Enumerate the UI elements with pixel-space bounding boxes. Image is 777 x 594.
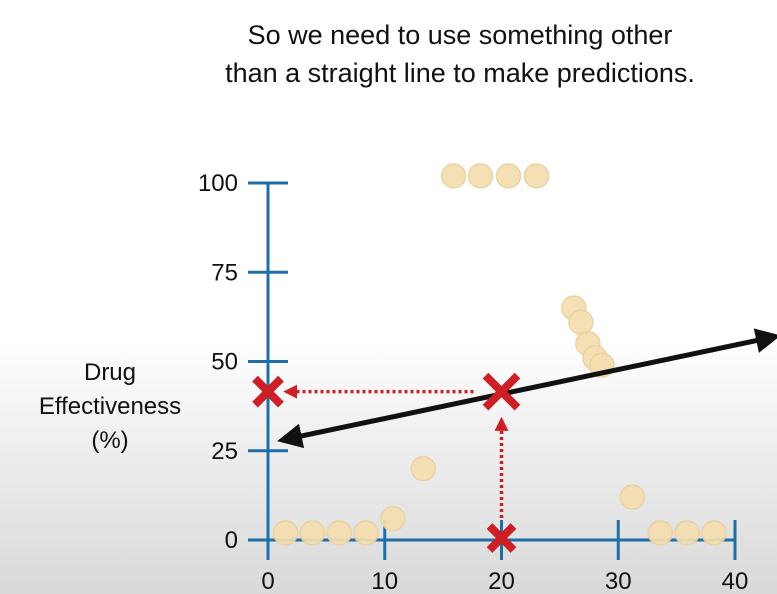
data-point xyxy=(674,520,700,546)
y-tick-label: 75 xyxy=(211,259,238,286)
prediction-x-marker xyxy=(482,372,521,411)
data-point xyxy=(647,520,674,546)
prediction-x-marker-stroke-b xyxy=(482,372,521,411)
data-point xyxy=(410,455,437,482)
data-point xyxy=(353,520,379,546)
y-axis-label-line-2: Effectiveness xyxy=(38,393,182,420)
data-point xyxy=(380,505,406,532)
y-axis-label: Drug Effectiveness (%) xyxy=(10,356,210,458)
output-x-marker-stroke-b xyxy=(252,375,284,408)
output-x-marker xyxy=(252,375,284,408)
data-point xyxy=(467,163,494,189)
data-points xyxy=(272,163,727,546)
data-point xyxy=(495,163,522,189)
fit-line-group xyxy=(277,328,777,449)
data-point xyxy=(272,520,299,546)
fit-line xyxy=(277,328,777,449)
y-tick-label: 100 xyxy=(198,170,238,197)
y-tick-label: 25 xyxy=(211,438,238,465)
y-tick-label: 50 xyxy=(211,349,238,376)
prediction-group xyxy=(252,372,521,553)
input-x-marker-stroke-b xyxy=(486,523,517,553)
x-tick-label: 30 xyxy=(605,568,632,594)
data-point xyxy=(523,163,550,189)
title-line-1: So we need to use something other xyxy=(247,20,673,50)
slide-title: So we need to use something other than a… xyxy=(160,16,760,92)
y-axis-label-line-3: (%) xyxy=(91,427,129,454)
x-tick-label: 10 xyxy=(371,568,398,594)
data-point xyxy=(568,309,594,335)
y-tick-label: 0 xyxy=(225,527,238,554)
x-tick-label: 20 xyxy=(488,568,515,594)
data-point xyxy=(299,520,326,546)
data-point xyxy=(619,484,646,510)
title-line-2: than a straight line to make predictions… xyxy=(225,58,695,88)
data-point xyxy=(326,520,352,546)
x-tick-label: 40 xyxy=(722,568,749,594)
input-x-marker xyxy=(486,523,517,553)
x-tick-label: 0 xyxy=(261,568,274,594)
y-axis-label-line-1: Drug xyxy=(83,359,137,386)
data-point xyxy=(701,520,727,546)
data-point xyxy=(440,163,467,189)
